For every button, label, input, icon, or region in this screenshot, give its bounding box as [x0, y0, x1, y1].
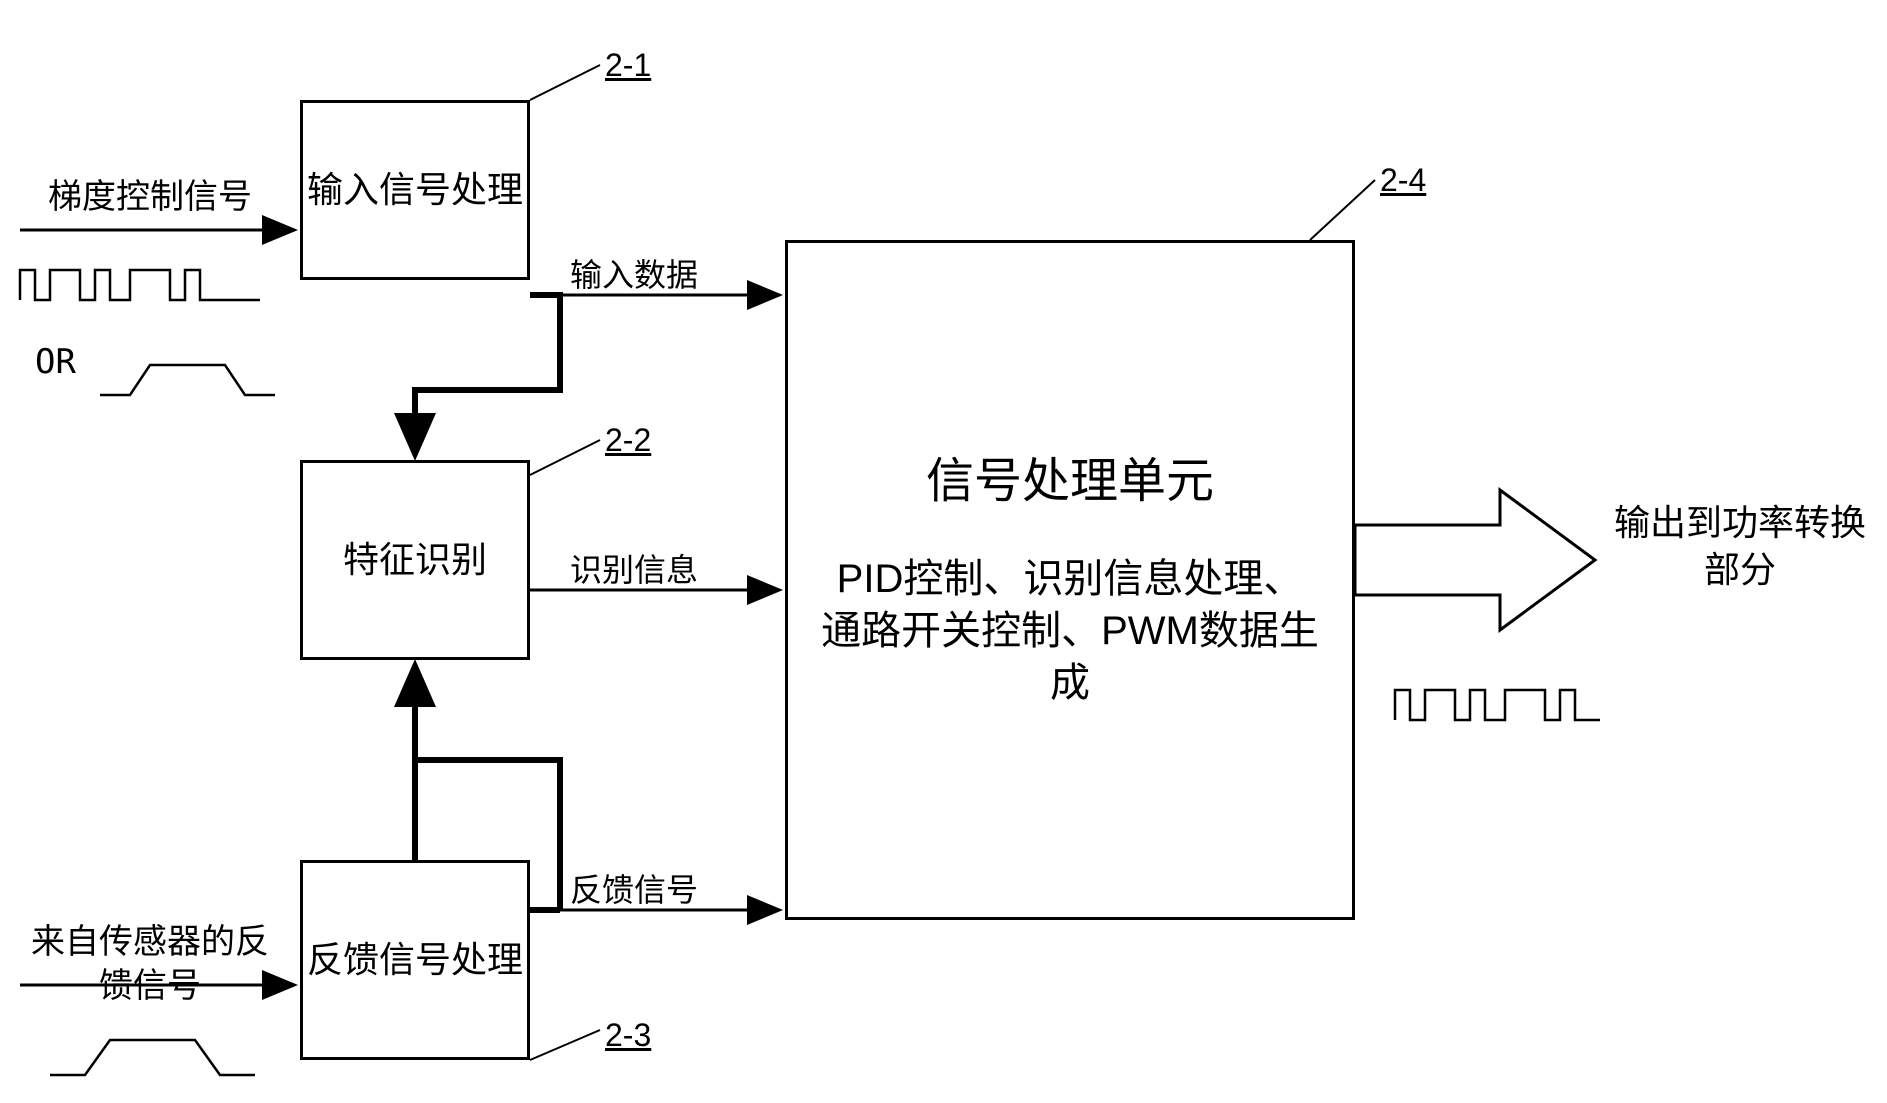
id-2-2: 2-2 [605, 420, 651, 462]
label-sensor-feedback: 来自传感器的反馈信号 [20, 920, 280, 1008]
trapezoid-wave-icon-2 [50, 1040, 255, 1075]
leader-2-1 [530, 65, 600, 100]
id-2-4: 2-4 [1380, 160, 1426, 202]
node-feature-recognition: 特征识别 [300, 460, 530, 660]
label-output-power: 输出到功率转换部分 [1605, 500, 1875, 594]
label-or: OR [35, 340, 76, 384]
node-signal-proc-unit: 信号处理单元 PID控制、识别信息处理、通路开关控制、PWM数据生成 [785, 240, 1355, 920]
node-input-signal-proc: 输入信号处理 [300, 100, 530, 280]
leader-2-2 [530, 440, 600, 475]
edge-label-input-data: 输入数据 [570, 255, 698, 297]
edge-label-feedback-signal: 反馈信号 [570, 870, 698, 912]
trapezoid-wave-icon [100, 365, 275, 395]
node-feedback-signal-proc: 反馈信号处理 [300, 860, 530, 1060]
edge-label-recognition-info: 识别信息 [570, 550, 698, 592]
id-2-1: 2-1 [605, 45, 651, 87]
edge-input-to-feature [415, 295, 560, 455]
node-input-signal-proc-label: 输入信号处理 [307, 167, 523, 214]
big-arrow-output [1355, 490, 1595, 630]
node-signal-proc-unit-subtitle: PID控制、识别信息处理、通路开关控制、PWM数据生成 [788, 553, 1352, 709]
node-feature-recognition-label: 特征识别 [343, 537, 487, 584]
edge-input-data-thick [530, 295, 560, 300]
pwm-wave-icon [20, 270, 260, 300]
leader-2-3 [530, 1030, 600, 1060]
node-feedback-signal-proc-label: 反馈信号处理 [307, 937, 523, 984]
id-2-3: 2-3 [605, 1015, 651, 1057]
label-gradient-control: 梯度控制信号 [20, 175, 280, 219]
pwm-wave-icon-2 [1395, 690, 1600, 720]
node-signal-proc-unit-title: 信号处理单元 [926, 451, 1214, 513]
leader-2-4 [1310, 180, 1375, 240]
